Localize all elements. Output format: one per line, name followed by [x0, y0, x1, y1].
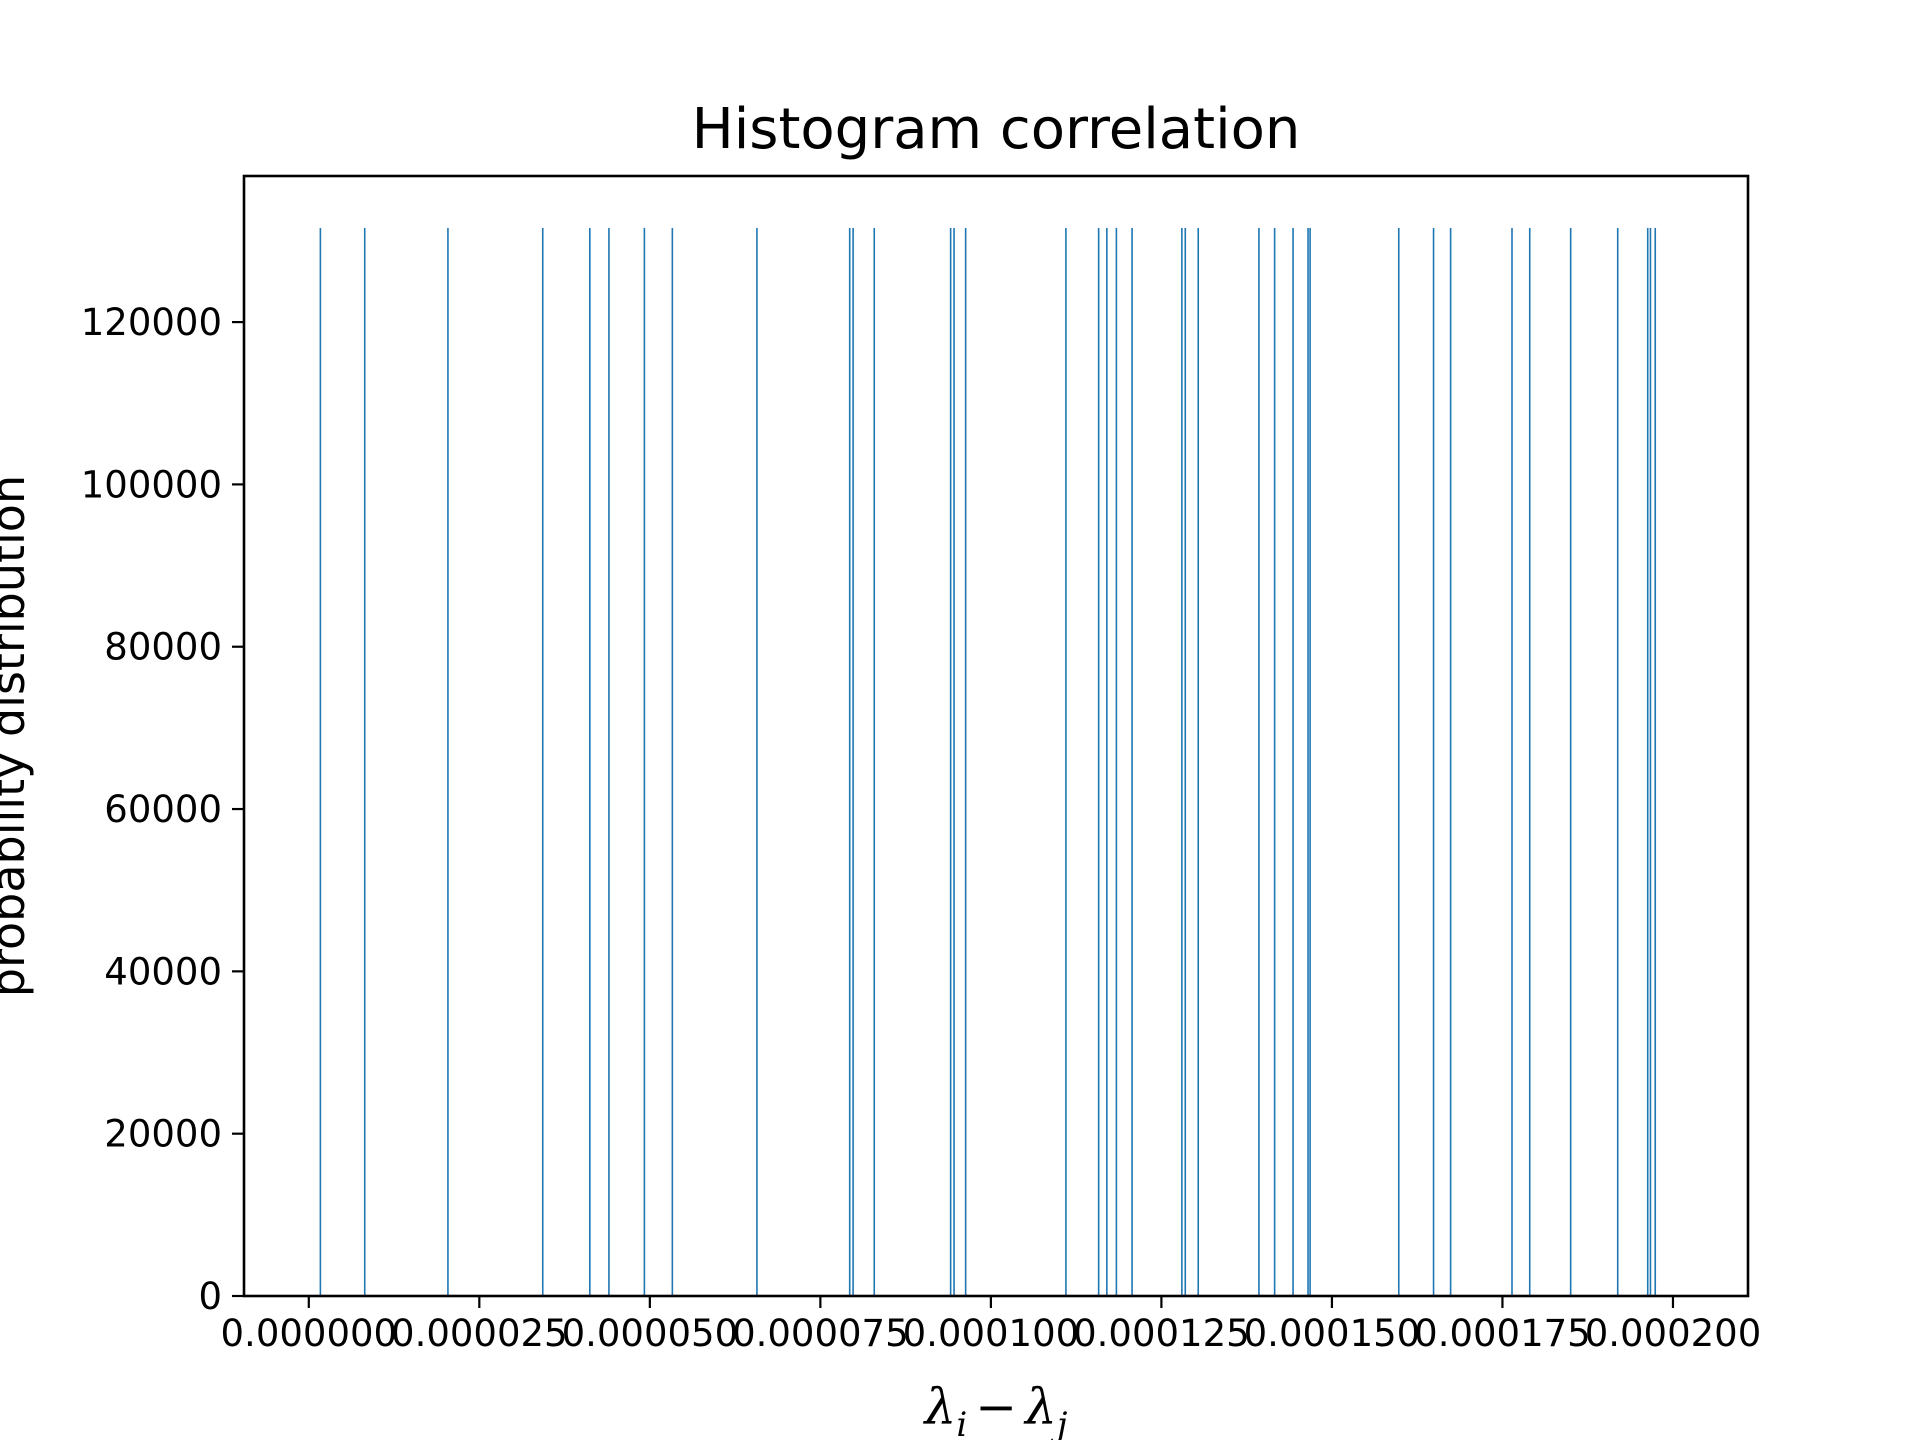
- chart-title: Histogram correlation: [692, 97, 1301, 162]
- histogram-bar: [1654, 227, 1657, 1297]
- histogram-bar: [363, 227, 366, 1297]
- histogram-bar: [873, 227, 876, 1297]
- y-tick-label: 40000: [104, 950, 222, 993]
- y-tick-label: 0: [198, 1275, 222, 1318]
- histogram-bar: [608, 227, 610, 1297]
- histogram-bar: [953, 227, 955, 1297]
- x-axis-label: λi − λj: [923, 1378, 1068, 1440]
- x-tick-label: 0.000075: [732, 1312, 909, 1355]
- histogram-bar: [671, 227, 674, 1297]
- y-tick-label: 100000: [81, 463, 222, 506]
- histogram-bar: [852, 227, 854, 1297]
- x-tick-label: 0.000025: [391, 1312, 568, 1355]
- histogram-bar: [541, 227, 544, 1297]
- histogram-bar: [447, 227, 449, 1297]
- histogram-bar: [1309, 227, 1311, 1297]
- y-tick-label: 120000: [81, 301, 222, 344]
- x-tick-label: 0.000150: [1244, 1312, 1421, 1355]
- histogram-bar: [1258, 227, 1260, 1297]
- histogram-bar: [319, 227, 322, 1297]
- histogram-bar: [1115, 227, 1118, 1297]
- x-label-lambda-j: λ: [1023, 1378, 1057, 1436]
- x-tick-label: 0.000050: [562, 1312, 739, 1355]
- histogram-bar: [1181, 227, 1183, 1297]
- histogram-bar: [1569, 227, 1572, 1297]
- bars-group: [319, 227, 1657, 1297]
- x-label-sub-i: i: [956, 1405, 967, 1440]
- histogram-bar: [1649, 227, 1652, 1297]
- y-tick-label: 20000: [104, 1113, 222, 1156]
- histogram-bar: [1184, 227, 1187, 1297]
- histogram-bar: [1106, 227, 1108, 1297]
- histogram-bar: [1432, 227, 1435, 1297]
- y-axis-label: probability distribution: [0, 475, 35, 997]
- histogram-bar: [756, 227, 758, 1297]
- histogram-bar: [1065, 227, 1067, 1297]
- histogram-bar: [1449, 227, 1452, 1297]
- histogram-bar: [848, 227, 851, 1297]
- x-tick-label: 0.000125: [1073, 1312, 1250, 1355]
- histogram-bar: [1307, 227, 1309, 1297]
- histogram-bar: [1646, 227, 1649, 1297]
- x-tick-label: 0.000100: [903, 1312, 1080, 1355]
- plot-frame: [242, 174, 1750, 1298]
- x-axis-ticks: 0.0000000.0000250.0000500.0000750.000100…: [221, 1296, 1762, 1355]
- x-label-lambda-i: λ: [923, 1378, 957, 1436]
- histogram-bar: [1273, 227, 1276, 1297]
- histogram-bar: [643, 227, 646, 1297]
- histogram-bar: [1511, 227, 1513, 1297]
- histogram-bar: [1197, 227, 1200, 1297]
- histogram-bar: [1292, 227, 1294, 1297]
- histogram-bar: [1397, 227, 1400, 1297]
- y-axis-ticks: 0 20000 40000 60000 80000 100000 120000: [81, 301, 244, 1318]
- histogram-bar: [1097, 227, 1100, 1297]
- x-tick-label: 0.000000: [221, 1312, 398, 1355]
- x-tick-label: 0.000175: [1414, 1312, 1591, 1355]
- histogram-bar: [1616, 227, 1619, 1297]
- histogram-bar: [1131, 227, 1133, 1297]
- x-tick-label: 0.000200: [1585, 1312, 1762, 1355]
- histogram-bar: [949, 227, 952, 1297]
- histogram-bar: [1528, 227, 1531, 1297]
- x-label-minus: −: [975, 1378, 1017, 1436]
- y-tick-label: 80000: [104, 626, 222, 669]
- histogram-bar: [964, 227, 967, 1297]
- histogram-bar: [589, 227, 591, 1297]
- y-tick-label: 60000: [104, 788, 222, 831]
